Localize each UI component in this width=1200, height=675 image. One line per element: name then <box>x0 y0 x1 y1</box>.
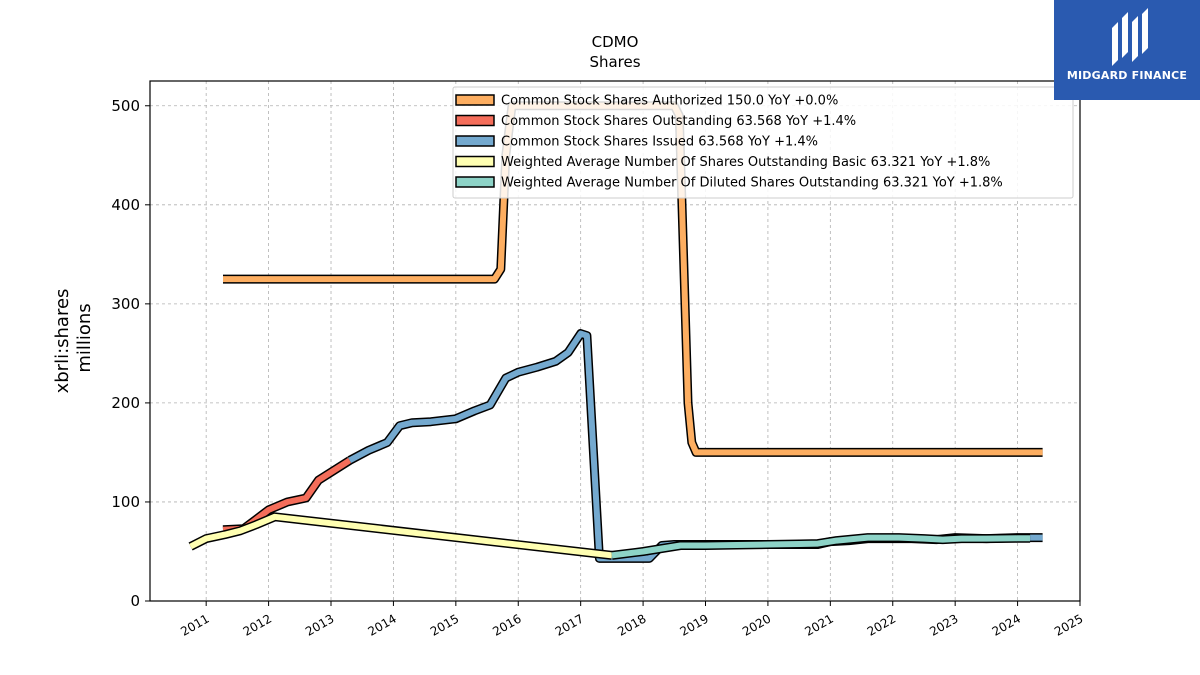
logo-icon <box>1112 8 1148 66</box>
x-tick-label: 2022 <box>865 611 898 638</box>
legend-swatch <box>455 176 495 188</box>
x-tick-label: 2014 <box>365 611 398 638</box>
y-tick-label: 0 <box>130 592 140 610</box>
legend-swatch <box>455 94 495 106</box>
y-axis-label: xbrli:shares <box>52 289 73 394</box>
legend: Common Stock Shares Authorized 150.0 YoY… <box>452 86 1074 199</box>
legend-entry: Weighted Average Number Of Shares Outsta… <box>501 155 990 170</box>
y-tick-label: 100 <box>111 493 140 511</box>
plot-frame <box>149 80 1081 602</box>
x-tick-label: 2018 <box>615 611 648 638</box>
legend-swatch <box>455 155 495 168</box>
x-tick-label: 2016 <box>490 611 523 638</box>
y-tick-label: 500 <box>111 97 140 115</box>
chart-subtitle: Shares <box>589 53 640 71</box>
x-tick-label: 2015 <box>428 611 461 638</box>
legend-entry: Common Stock Shares Issued 63.568 YoY +1… <box>501 135 818 150</box>
legend-entry: Weighted Average Number Of Diluted Share… <box>501 176 1003 191</box>
legend-entry: Common Stock Shares Outstanding 63.568 Y… <box>501 114 856 129</box>
axis-ticks: 0 100 200 300 400 500 2011 2012 2013 2014 2015 2016… <box>111 97 1085 639</box>
x-tick-label: 2025 <box>1052 611 1085 638</box>
x-tick-label: 2017 <box>553 611 586 638</box>
y-axis-unit-label: millions <box>74 303 95 372</box>
x-tick-label: 2023 <box>927 611 960 638</box>
x-tick-label: 2020 <box>740 611 773 638</box>
x-tick-label: 2024 <box>990 611 1023 638</box>
legend-entry: Common Stock Shares Authorized 150.0 YoY… <box>501 94 838 109</box>
legend-swatch <box>455 135 495 147</box>
y-tick-label: 400 <box>111 196 140 214</box>
chart-title: CDMO <box>592 33 639 51</box>
brand-logo: MIDGARD FINANCE <box>1054 0 1200 100</box>
series-layer <box>188 101 1043 563</box>
x-tick-label: 2019 <box>678 611 711 638</box>
y-tick-label: 300 <box>111 295 140 313</box>
x-tick-label: 2011 <box>178 611 211 638</box>
x-tick-label: 2012 <box>241 611 274 638</box>
legend-swatch <box>455 114 495 127</box>
y-tick-label: 200 <box>111 394 140 412</box>
legend-box <box>452 86 1074 199</box>
logo-text: MIDGARD FINANCE <box>1066 69 1188 82</box>
x-tick-label: 2021 <box>802 611 835 638</box>
series-line <box>189 513 613 559</box>
series-line <box>611 534 1031 559</box>
x-tick-label: 2013 <box>303 611 336 638</box>
